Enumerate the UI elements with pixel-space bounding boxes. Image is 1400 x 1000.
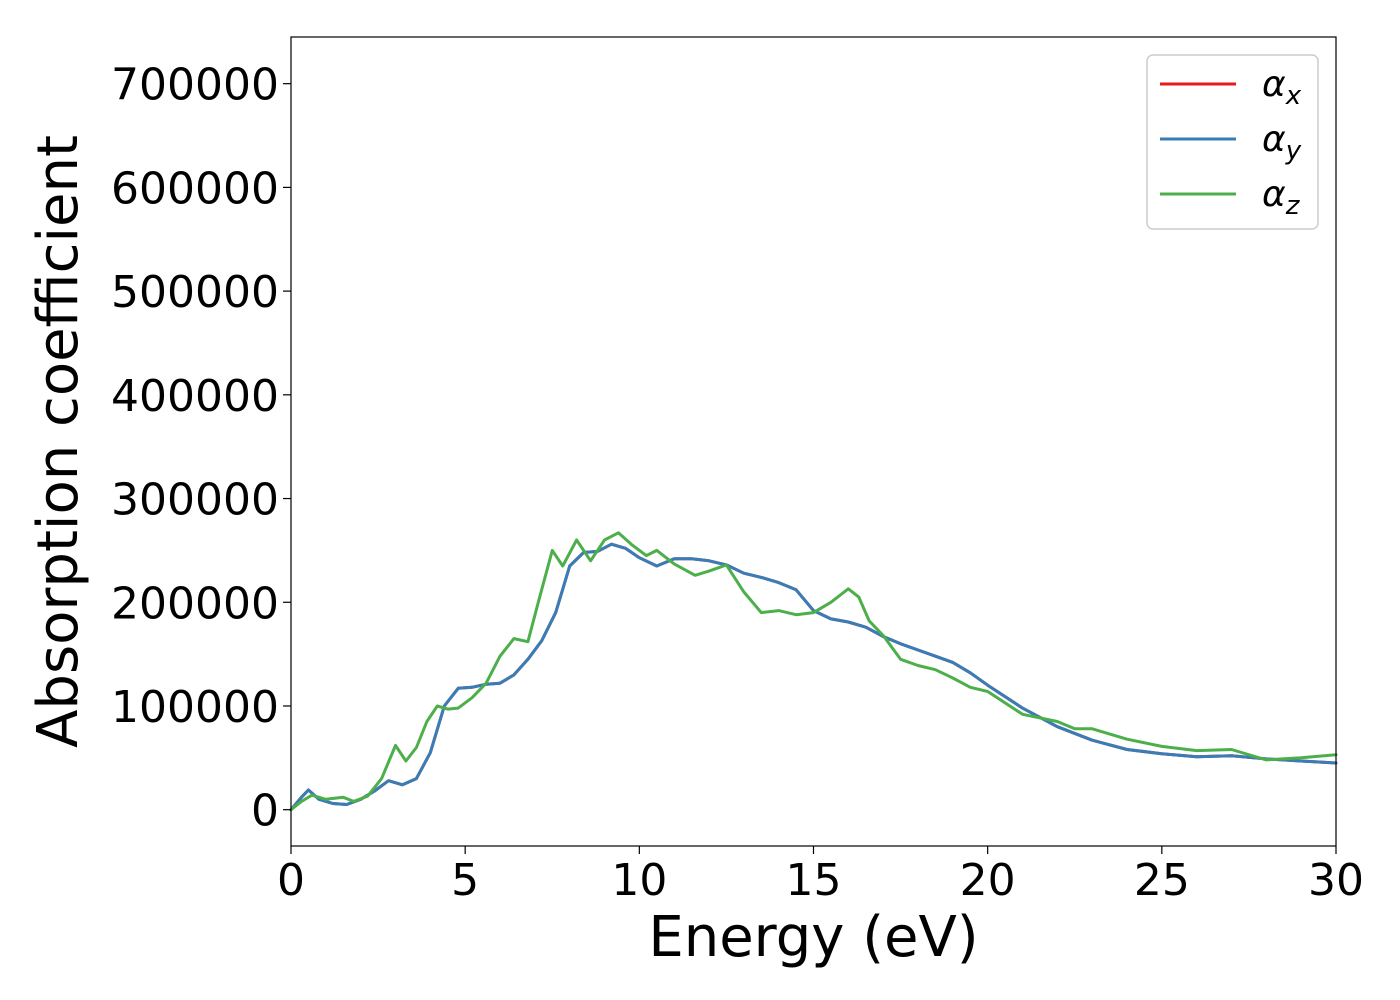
x-tick-label: 25: [1134, 855, 1190, 906]
x-tick-label: 20: [960, 855, 1016, 906]
series-layer: [289, 531, 1338, 812]
legend-label-z: αz: [1262, 174, 1301, 221]
legend-label-x: αx: [1262, 64, 1302, 111]
legend-box: [1146, 54, 1319, 230]
y-tick-label: 200000: [111, 578, 279, 629]
x-tick-label: 30: [1308, 855, 1364, 906]
x-axis-title: Energy (eV): [648, 905, 978, 970]
y-axis-title: Absorption coefficient: [26, 135, 91, 748]
series-line-y: [289, 542, 1338, 812]
series-line-z: [289, 531, 1338, 812]
y-tick-label: 0: [251, 786, 279, 837]
y-tick-label: 600000: [111, 163, 279, 214]
y-tick-label: 500000: [111, 267, 279, 318]
y-axis: 0 100000 200000 300000 400000 500000 600000 700…: [111, 60, 291, 837]
legend: αx αy αz: [1146, 54, 1319, 230]
y-tick-label: 700000: [111, 60, 279, 111]
x-tick-label: 0: [277, 855, 305, 906]
y-tick-label: 100000: [111, 682, 279, 733]
legend-label-y: αy: [1262, 119, 1302, 166]
y-tick-label: 400000: [111, 371, 279, 422]
x-tick-label: 10: [611, 855, 667, 906]
x-tick-label: 15: [786, 855, 842, 906]
x-axis: 0 5 10 15 20 25 30: [277, 846, 1364, 906]
x-tick-label: 5: [451, 855, 479, 906]
y-tick-label: 300000: [111, 475, 279, 526]
